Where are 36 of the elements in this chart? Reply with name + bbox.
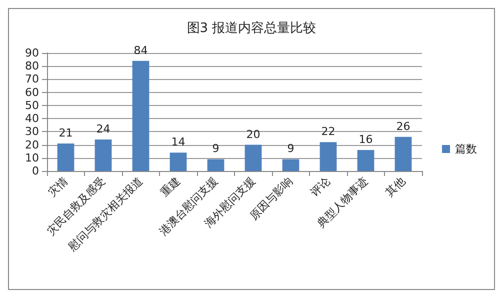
bar: [244, 144, 262, 171]
bar: [282, 159, 300, 171]
bar: [320, 142, 337, 171]
bar: [357, 150, 374, 171]
bar: [94, 140, 112, 171]
y-tick-label: 30: [25, 125, 39, 138]
y-tick-label: 40: [25, 112, 39, 126]
x-tick-label: 重建: [158, 174, 183, 200]
y-tick-label: 70: [25, 72, 39, 86]
y-tick-label: 60: [25, 86, 39, 99]
chart-title: 图3 报道内容总量比较: [186, 20, 316, 36]
y-tick-label: 50: [25, 98, 39, 112]
bar: [57, 143, 74, 171]
y-tick-label: 10: [25, 151, 39, 164]
data-label: 24: [96, 122, 110, 136]
bar: [170, 152, 187, 171]
data-label: 9: [287, 142, 294, 156]
data-label: 22: [321, 125, 336, 138]
data-label: 20: [246, 128, 260, 141]
data-label: 9: [212, 142, 220, 156]
x-tick-label: 其他: [383, 174, 408, 200]
data-label: 16: [358, 133, 373, 146]
x-tick-label: 评论: [308, 174, 333, 200]
data-label: 26: [396, 120, 410, 133]
data-label: 14: [171, 136, 186, 149]
x-tick-label: 灾情: [46, 174, 70, 200]
data-label: 84: [134, 44, 148, 57]
bar: [394, 136, 412, 171]
y-tick-label: 20: [25, 138, 39, 152]
legend-label: 篇数: [455, 142, 477, 156]
y-tick-label: 80: [25, 60, 39, 73]
y-tick-label: 90: [25, 46, 39, 60]
data-label: 21: [58, 126, 73, 140]
bar: [132, 60, 150, 171]
bar: [207, 159, 224, 171]
y-tick-label: 0: [32, 164, 39, 178]
